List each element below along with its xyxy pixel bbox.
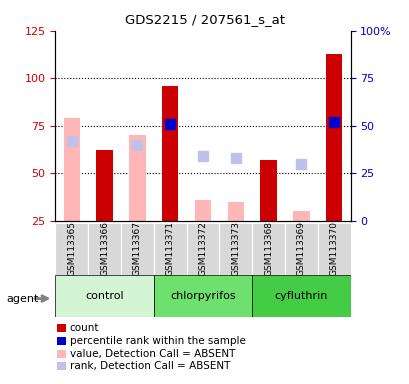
Text: GSM113369: GSM113369	[296, 221, 305, 276]
Bar	[284, 223, 317, 275]
Text: percentile rank within the sample: percentile rank within the sample	[70, 336, 245, 346]
Point	[134, 142, 140, 148]
Bar	[317, 223, 350, 275]
Bar	[186, 223, 219, 275]
Bar	[121, 223, 153, 275]
Bar	[325, 53, 342, 221]
Point	[199, 153, 206, 159]
Text: GSM113366: GSM113366	[100, 221, 109, 276]
Bar	[63, 118, 80, 221]
Text: cyfluthrin: cyfluthrin	[274, 291, 327, 301]
Point	[166, 121, 173, 127]
Bar	[260, 160, 276, 221]
Text: GSM113368: GSM113368	[263, 221, 272, 276]
Text: agent: agent	[6, 294, 38, 304]
Text: GSM113365: GSM113365	[67, 221, 76, 276]
Text: GSM113370: GSM113370	[329, 221, 338, 276]
Text: rank, Detection Call = ABSENT: rank, Detection Call = ABSENT	[70, 361, 229, 371]
Text: count: count	[70, 323, 99, 333]
Point	[68, 138, 75, 144]
Point	[232, 155, 238, 161]
Text: value, Detection Call = ABSENT: value, Detection Call = ABSENT	[70, 349, 234, 359]
Point	[330, 119, 337, 125]
Bar	[88, 223, 121, 275]
Bar	[194, 200, 211, 221]
Bar	[162, 86, 178, 221]
Bar	[153, 275, 252, 317]
Bar	[55, 223, 88, 275]
Bar	[153, 223, 186, 275]
Bar	[55, 275, 153, 317]
Bar	[252, 223, 284, 275]
Text: GSM113373: GSM113373	[231, 221, 240, 276]
Text: GDS2215 / 207561_s_at: GDS2215 / 207561_s_at	[125, 13, 284, 26]
Bar	[227, 202, 243, 221]
Text: GSM113372: GSM113372	[198, 221, 207, 276]
Bar	[96, 151, 112, 221]
Text: GSM113367: GSM113367	[133, 221, 142, 276]
Text: GSM113371: GSM113371	[165, 221, 174, 276]
Bar	[219, 223, 252, 275]
Point	[297, 161, 304, 167]
Text: control: control	[85, 291, 124, 301]
Bar	[292, 211, 309, 221]
Bar	[252, 275, 350, 317]
Text: chlorpyrifos: chlorpyrifos	[170, 291, 235, 301]
Bar	[129, 135, 145, 221]
